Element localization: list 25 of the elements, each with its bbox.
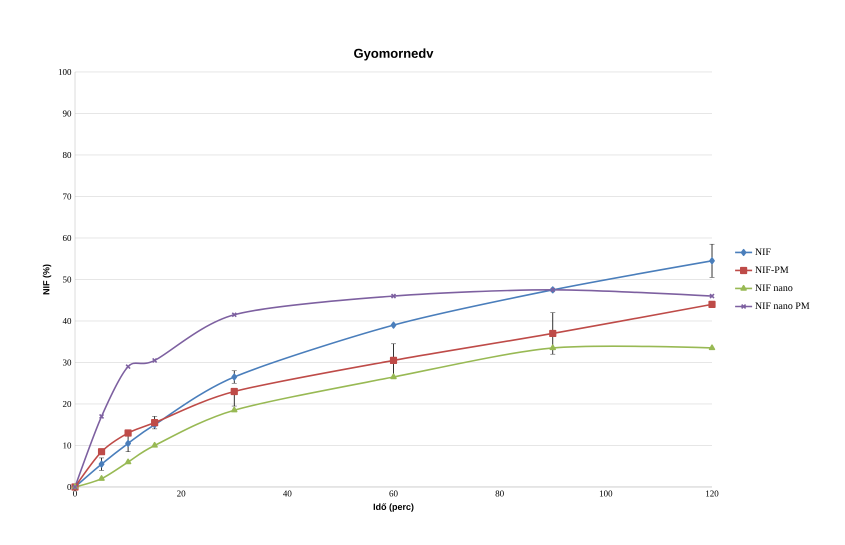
chart-title: Gyomornedv <box>354 48 434 60</box>
y-tick-label: 40 <box>62 318 72 324</box>
y-tick-label: 10 <box>63 442 72 449</box>
x-tick-label: 0 <box>73 490 77 497</box>
y-tick-label: 50 <box>63 276 72 283</box>
x-tick-label: 40 <box>283 490 292 497</box>
y-tick-label: 60 <box>62 234 72 242</box>
y-tick-label: 90 <box>62 110 72 117</box>
y-tick-label: 30 <box>62 359 72 366</box>
x-tick-label: 100 <box>600 490 612 497</box>
y-tick-label: 100 <box>58 68 72 76</box>
y-tick-label: 80 <box>62 152 72 158</box>
x-axis-title: Idő (perc) <box>374 503 414 512</box>
legend-label: NIF nano <box>755 284 792 292</box>
x-tick-label: 80 <box>496 490 504 497</box>
legend-label: NIF-PM <box>755 266 788 273</box>
x-tick-label: 20 <box>177 490 186 497</box>
y-tick-label: 70 <box>63 193 72 200</box>
y-tick-label: 20 <box>62 400 72 408</box>
y-axis-title: NIF (%) <box>42 264 52 294</box>
x-tick-label: 60 <box>389 490 398 497</box>
x-tick-label: 120 <box>706 490 718 497</box>
legend-label: NIF <box>755 248 771 255</box>
y-tick-label: 0 <box>67 484 72 490</box>
legend-label: NIF nano PM <box>755 302 810 310</box>
